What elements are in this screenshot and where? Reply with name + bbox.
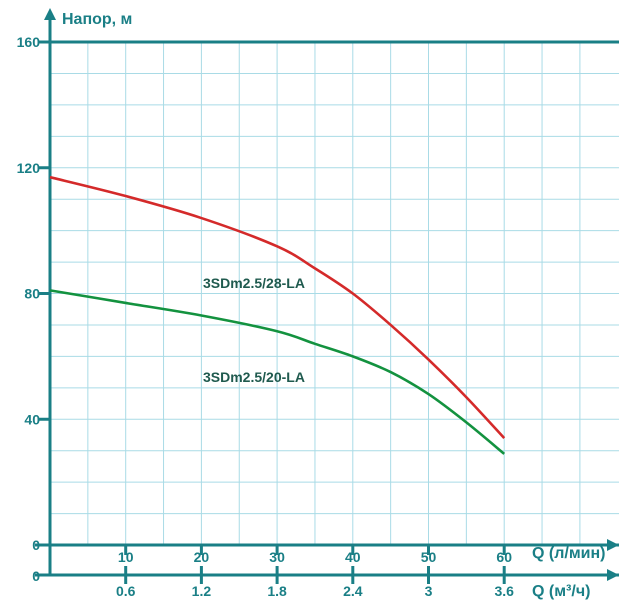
series-lines: 3SDm2.5/28-LA 3SDm2.5/20-LA — [49, 175, 506, 455]
x2-tick-label: 0.6 — [116, 583, 136, 599]
y-tick-label: 80 — [24, 286, 40, 302]
y-axis-arrow-icon — [44, 8, 56, 20]
y-tick-label: 40 — [24, 411, 40, 427]
series-label-2: 3SDm2.5/20-LA — [203, 369, 305, 385]
x-axis-arrow-icon — [607, 539, 619, 551]
x-tick-label: 30 — [269, 549, 285, 565]
axes — [35, 8, 619, 581]
y-tick-label: 160 — [17, 34, 41, 50]
x2-tick-label: 3 — [425, 583, 433, 599]
x2-tick-label: 1.8 — [267, 583, 287, 599]
x2-zero-label: 0 — [32, 568, 40, 584]
x2-tick-label: 1.2 — [192, 583, 212, 599]
y-tick-label: 0 — [32, 537, 40, 553]
x-tick-label: 20 — [194, 549, 210, 565]
grid — [50, 42, 619, 545]
x-tick-label: 50 — [421, 549, 437, 565]
x-tick-label: 60 — [496, 549, 512, 565]
tick-labels: 0 40 80 120 160 10 20 30 40 50 60 0 0.6 1.2 1.8 2.4 3 3.6 — [17, 34, 515, 599]
x-tick-label: 10 — [118, 549, 134, 565]
y-tick-label: 120 — [17, 160, 41, 176]
x2-axis-arrow-icon — [607, 569, 619, 581]
series-label-1: 3SDm2.5/28-LA — [203, 275, 305, 291]
series-line-1 — [49, 175, 506, 439]
x-axis-title: Q (л/мин) — [532, 545, 606, 562]
y-axis-title: Напор, м — [62, 11, 132, 28]
x-tick-label: 40 — [345, 549, 361, 565]
x2-tick-label: 2.4 — [343, 583, 363, 599]
x2-axis-title: Q (м³/ч) — [532, 583, 590, 600]
x2-tick-label: 3.6 — [494, 583, 514, 599]
series-line-2 — [49, 289, 506, 455]
